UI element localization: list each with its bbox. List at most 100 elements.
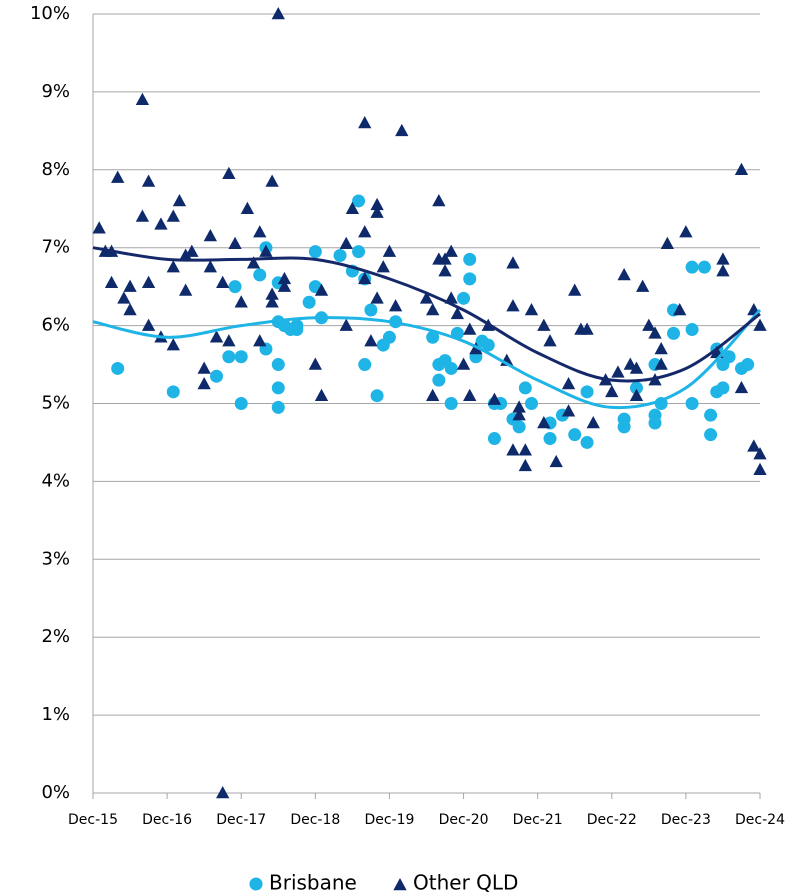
point [141,275,156,289]
point [358,358,372,372]
point [265,295,279,308]
y-tick-label: 8% [41,159,70,180]
point [463,322,477,335]
point [704,408,718,422]
point [370,197,384,211]
point [277,271,292,285]
x-tick-label: Dec-23 [661,812,711,828]
point [253,334,267,347]
point [568,428,582,442]
point [685,260,699,274]
x-tick-label: Dec-17 [216,812,266,828]
point [197,377,211,390]
x-tick-label: Dec-22 [587,812,637,828]
point [506,443,520,456]
point [753,447,767,460]
point [586,415,600,429]
point [117,291,131,304]
point [512,400,526,413]
point [104,275,119,289]
point [265,287,279,300]
y-tick-label: 10% [30,3,70,24]
point [426,330,440,344]
y-tick-label: 4% [41,470,70,491]
point [426,303,440,316]
point [704,428,718,442]
point [234,350,248,364]
point [111,361,125,375]
point [444,361,458,375]
x-tick-label: Dec-21 [513,812,563,828]
point [673,303,687,316]
x-tick-label: Dec-15 [68,812,118,828]
point [506,299,520,312]
point [314,283,329,296]
point [185,244,199,257]
point [667,326,681,340]
point [222,166,236,179]
point [370,205,384,218]
point [228,236,242,250]
x-tick-label: Dec-16 [142,812,192,828]
point [629,388,644,401]
point [512,420,526,434]
point [753,318,767,331]
point [364,303,378,317]
point [629,381,643,395]
point [605,384,619,398]
trend-line [92,246,761,383]
point [685,322,699,336]
point [561,404,576,417]
legend-marker [249,877,263,891]
point [580,322,594,335]
point [111,170,125,183]
point [543,334,557,347]
point [617,412,631,426]
point [364,334,378,347]
y-tick-label: 5% [41,393,70,414]
point [234,397,248,410]
legend-marker [393,878,407,891]
point [747,439,761,452]
point [543,432,557,446]
point [419,291,434,304]
point [561,377,576,390]
point [166,260,180,273]
point [654,357,668,370]
point [228,280,242,294]
point [271,7,285,20]
point [487,432,501,446]
point [444,397,458,410]
point [210,369,224,383]
point [166,209,180,222]
point [481,338,495,352]
point [716,381,730,395]
point [302,295,316,309]
point [722,350,736,364]
point [259,244,273,257]
point [438,252,452,265]
point [617,267,631,281]
point [166,338,180,351]
x-tick-label: Dec-24 [735,812,785,828]
point [741,358,755,372]
point [141,174,156,187]
point [580,385,594,399]
x-tick-label: Dec-18 [290,812,340,828]
point [395,123,409,137]
point [679,225,693,238]
y-tick-label: 3% [41,548,70,569]
point [388,299,403,312]
point [648,326,662,339]
point [463,272,477,286]
x-tick-label: Dec-19 [364,812,414,828]
point [537,318,551,331]
point [611,365,625,378]
point [432,193,446,207]
y-tick-label: 9% [41,81,70,102]
point [382,330,396,344]
point [345,201,360,214]
point [512,408,526,421]
point [685,397,699,410]
point [568,283,582,296]
